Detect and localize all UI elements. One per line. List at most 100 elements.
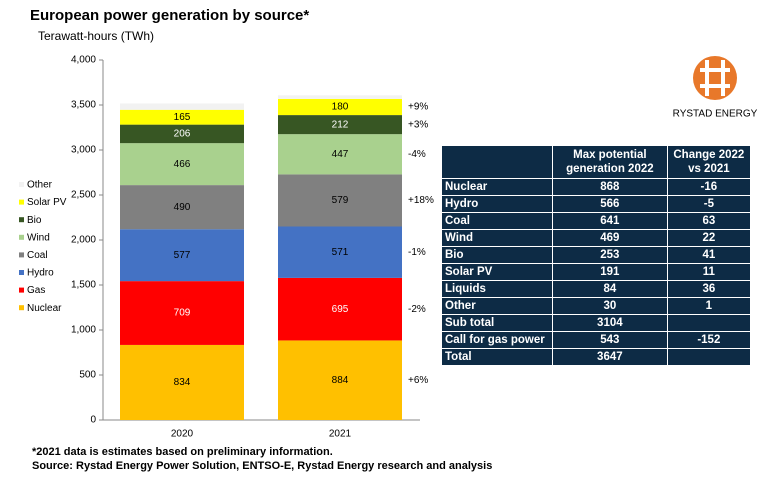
data-label: 490 (174, 202, 191, 213)
table-cell: Other (441, 297, 553, 315)
logo-icon (693, 56, 737, 100)
legend-label: Hydro (27, 268, 54, 279)
legend-swatch (19, 199, 24, 205)
bar-segment (278, 95, 402, 99)
legend-label: Coal (27, 250, 48, 261)
bar-segment (120, 185, 244, 230)
legend-label: Bio (27, 215, 42, 226)
table-row: Hydro 566 -5 (441, 195, 752, 213)
chart-subtitle: Terawatt-hours (TWh) (38, 29, 154, 43)
change-label: -1% (408, 247, 426, 258)
change-label: +18% (408, 195, 434, 206)
table-cell: 3104 (552, 314, 668, 332)
table-cell: 36 (666, 280, 752, 298)
table-cell: -5 (666, 195, 752, 213)
table-cell: 469 (552, 229, 668, 247)
bar-segment (278, 277, 402, 341)
data-label: 165 (174, 112, 191, 123)
table-row: Bio 253 41 (441, 246, 752, 264)
y-tick-label: 0 (90, 415, 96, 426)
table-cell: 30 (552, 297, 668, 315)
data-label: 834 (174, 377, 191, 388)
y-tick-label: 3,000 (71, 145, 96, 156)
bar-segment (120, 124, 244, 144)
table-cell: 868 (552, 178, 668, 196)
bar-segment (120, 103, 244, 110)
data-label: 180 (332, 102, 349, 113)
y-tick-label: 2,000 (71, 235, 96, 246)
bar-segment (120, 229, 244, 282)
y-tick-label: 500 (79, 370, 96, 381)
chart-title: European power generation by source* (30, 7, 309, 24)
table-cell: 191 (552, 263, 668, 281)
header-cell: Max potential generation 2022 (552, 145, 668, 179)
table-cell: Sub total (441, 314, 553, 332)
legend-swatch (19, 287, 24, 293)
logo-pattern (700, 60, 730, 96)
y-tick-label: 2,500 (71, 190, 96, 201)
x-tick-label: 2020 (171, 429, 194, 440)
change-label: +6% (408, 375, 428, 386)
data-label: 884 (332, 375, 349, 386)
table-cell: Solar PV (441, 263, 553, 281)
table-cell: 22 (666, 229, 752, 247)
table-row: Nuclear 868 -16 (441, 178, 752, 196)
footnote: Source: Rystad Energy Power Solution, EN… (32, 460, 492, 472)
table-cell: 41 (666, 246, 752, 264)
data-label: 709 (174, 308, 191, 319)
legend-label: Wind (27, 232, 50, 243)
bar-segment (278, 98, 402, 116)
data-label: 579 (332, 195, 349, 206)
data-label: 695 (332, 304, 349, 315)
legend-swatch (19, 305, 24, 311)
bar-segment (278, 174, 402, 227)
legend-label: Other (27, 180, 53, 191)
table-cell: 641 (552, 212, 668, 230)
table-cell (666, 314, 752, 332)
logo-circle (693, 56, 737, 100)
data-label: 571 (332, 247, 349, 258)
bar-segment (278, 115, 402, 135)
table-row: Other 30 1 (441, 297, 752, 315)
table-row: Sub total 3104 (441, 314, 752, 332)
logo-text: RYSTAD ENERGY (673, 109, 758, 120)
table-cell: 566 (552, 195, 668, 213)
y-tick-label: 4,000 (71, 55, 96, 66)
legend-swatch (19, 234, 24, 240)
header-cell: Change 2022 vs 2021 (666, 145, 752, 179)
bar-segment (278, 226, 402, 278)
table-cell: Wind (441, 229, 553, 247)
table-cell: 11 (666, 263, 752, 281)
footnote: *2021 data is estimates based on prelimi… (32, 446, 333, 458)
data-label: 447 (332, 149, 349, 160)
y-tick-label: 1,500 (71, 280, 96, 291)
table-cell: 253 (552, 246, 668, 264)
table-row: Call for gas power 543 -152 (441, 331, 752, 349)
table-cell: -16 (666, 178, 752, 196)
legend-swatch (19, 252, 24, 258)
header-cell (441, 145, 553, 179)
data-table: Max potential generation 2022 Change 202… (441, 145, 752, 366)
data-label: 466 (174, 159, 191, 170)
change-label: -4% (408, 149, 426, 160)
y-tick-label: 1,000 (71, 325, 96, 336)
table-cell: 3647 (552, 348, 668, 366)
table-row: Coal 641 63 (441, 212, 752, 230)
data-label: 212 (332, 119, 349, 130)
change-label: +9% (408, 102, 428, 113)
legend-label: Gas (27, 285, 45, 296)
table-cell: Total (441, 348, 553, 366)
x-tick-label: 2021 (329, 429, 352, 440)
y-tick-label: 3,500 (71, 100, 96, 111)
legend-swatch (19, 182, 24, 187)
table-cell: 63 (666, 212, 752, 230)
bar-segment (120, 143, 244, 186)
legend-swatch (19, 270, 24, 275)
bar-segment (120, 281, 244, 345)
change-label: +3% (408, 119, 428, 130)
table-row: Liquids 84 36 (441, 280, 752, 298)
legend-label: Nuclear (27, 303, 62, 314)
table-row: Total 3647 (441, 348, 752, 366)
